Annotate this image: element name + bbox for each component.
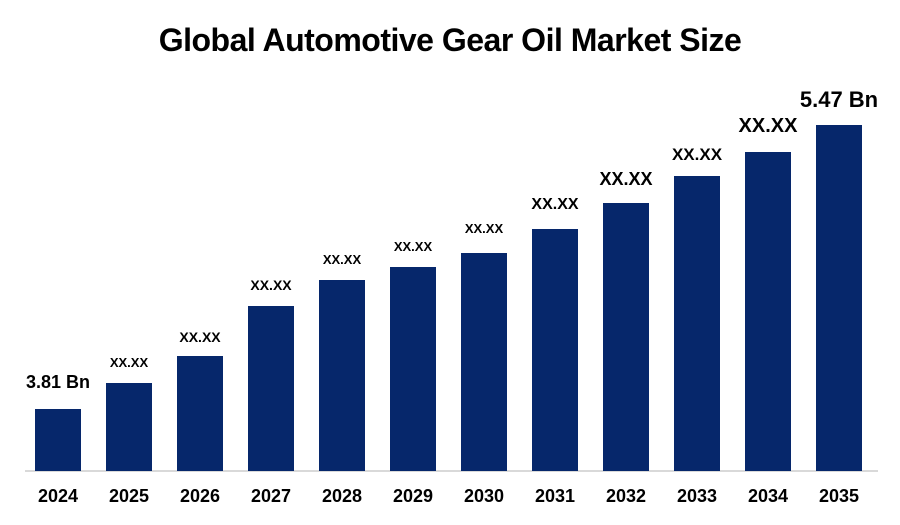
bar-column: XX.XX 2032 bbox=[586, 169, 666, 505]
bar bbox=[106, 383, 152, 471]
bar-value-label: XX.XX bbox=[322, 252, 362, 268]
bar-value-label: XX.XX bbox=[599, 169, 653, 190]
bar-value-label: XX.XX bbox=[531, 195, 579, 213]
bar-column: XX.XX 2031 bbox=[515, 196, 595, 505]
bar bbox=[745, 152, 791, 471]
bar-value-label: XX.XX bbox=[393, 239, 433, 255]
x-axis-tick-label: 2028 bbox=[321, 486, 363, 506]
bar-value-label: 5.47 Bn bbox=[799, 86, 879, 112]
bar-column: XX.XX 2029 bbox=[373, 239, 453, 506]
bar bbox=[532, 229, 578, 471]
bar-column: XX.XX 2028 bbox=[302, 252, 382, 506]
x-axis-tick-label: 2030 bbox=[463, 486, 505, 506]
x-axis-tick-label: 2025 bbox=[108, 486, 150, 506]
bar bbox=[177, 356, 223, 471]
bar-column: XX.XX 2030 bbox=[444, 221, 524, 506]
x-axis-tick-label: 2029 bbox=[392, 486, 434, 506]
bar bbox=[816, 125, 862, 471]
bar-value-label: XX.XX bbox=[250, 276, 292, 293]
bar-column: XX.XX 2026 bbox=[160, 329, 240, 505]
bar-column: XX.XX 2033 bbox=[657, 145, 737, 505]
bar-column: 5.47 Bn 2035 bbox=[799, 87, 879, 505]
bar-column: 3.81 Bn 2024 bbox=[18, 372, 98, 505]
x-axis-tick-label: 2033 bbox=[676, 486, 718, 506]
bar-column: XX.XX 2027 bbox=[231, 277, 311, 505]
bar-value-label: XX.XX bbox=[671, 145, 723, 165]
x-axis-tick-label: 2034 bbox=[747, 486, 789, 506]
bar-column: XX.XX 2034 bbox=[728, 115, 808, 505]
x-axis-tick-label: 2031 bbox=[534, 486, 576, 506]
bar bbox=[35, 409, 81, 471]
bar bbox=[248, 306, 294, 471]
bar-value-label: 3.81 Bn bbox=[25, 372, 91, 393]
chart-title: Global Automotive Gear Oil Market Size bbox=[158, 22, 742, 58]
x-axis-tick-label: 2035 bbox=[818, 486, 860, 506]
bar bbox=[390, 267, 436, 471]
bar-value-label: XX.XX bbox=[179, 328, 221, 345]
x-axis-tick-label: 2032 bbox=[605, 486, 647, 506]
bar-value-label: XX.XX bbox=[464, 221, 504, 237]
x-axis-tick-label: 2027 bbox=[250, 486, 292, 506]
x-axis-tick-label: 2024 bbox=[37, 486, 79, 506]
bar-value-label: XX.XX bbox=[109, 355, 149, 371]
bar bbox=[674, 176, 720, 471]
bar bbox=[461, 253, 507, 471]
bar bbox=[319, 280, 365, 471]
x-axis-line bbox=[25, 470, 878, 472]
bar bbox=[603, 203, 649, 471]
bar-column: XX.XX 2025 bbox=[89, 355, 169, 506]
bar-value-label: XX.XX bbox=[738, 115, 798, 137]
x-axis-tick-label: 2026 bbox=[179, 486, 221, 506]
